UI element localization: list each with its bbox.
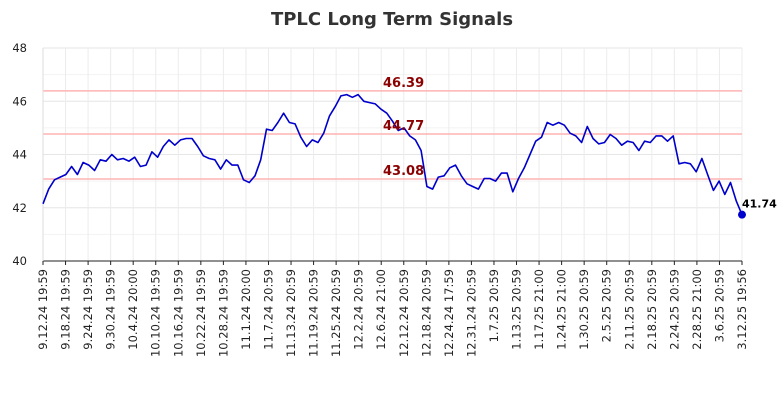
signal-lines [43,90,742,180]
y-tick-label: 46 [12,94,27,108]
x-tick-label: 1.7.25 20:59 [487,269,501,342]
x-tick-label: 3.12.25 19:56 [735,269,749,350]
signal-label: 46.39 [383,76,424,91]
x-tick-label: 2.18.25 20:59 [645,269,659,350]
y-tick-label: 48 [12,41,27,55]
x-tick-label: 9.24.24 19:59 [81,269,95,350]
y-tick-label: 40 [12,254,27,268]
chart-title: TPLC Long Term Signals [271,9,513,30]
x-tick-label: 1.30.25 20:59 [577,269,591,350]
x-tick-label: 10.16.24 19:59 [171,269,185,357]
signal-label: 44.77 [383,119,424,134]
signal-label: 43.08 [383,164,424,179]
x-tick-label: 10.28.24 19:59 [216,269,230,357]
x-tick-label: 11.7.24 20:59 [261,269,275,350]
x-tick-label: 12.24.24 17:59 [442,269,456,357]
axes [42,48,743,265]
x-tick-label: 12.31.24 20:59 [464,269,478,357]
x-tick-label: 1.13.25 20:59 [510,269,524,350]
x-tick-label: 11.25.24 20:59 [329,269,343,357]
x-tick-label: 12.12.24 20:59 [397,269,411,357]
y-tick-label: 42 [12,201,27,215]
last-point: 41.74 [738,198,777,219]
x-tick-label: 10.10.24 19:59 [149,269,163,357]
series-line [42,93,743,216]
x-tick-label: 12.2.24 20:59 [352,269,366,350]
y-tick-label: 44 [12,148,27,162]
x-tick-label: 2.24.25 20:59 [667,269,681,350]
x-tick-label: 2.11.25 20:59 [622,269,636,350]
x-tick-label: 9.12.24 19:59 [36,269,50,350]
x-tick-label: 2.28.25 21:00 [690,269,704,350]
x-tick-label: 9.18.24 19:59 [59,269,73,350]
x-tick-label: 11.13.24 20:59 [284,269,298,357]
grid [42,47,743,262]
x-tick-label: 10.22.24 19:59 [194,269,208,357]
x-tick-label: 12.18.24 20:59 [419,269,433,357]
x-tick-label: 12.6.24 21:00 [374,269,388,350]
price-series [42,93,743,216]
x-tick-label: 10.4.24 20:00 [126,269,140,350]
x-tick-label: 11.19.24 20:59 [307,269,321,357]
x-tick-labels: 9.12.24 19:59 9.18.24 19:59 9.24.24 19:59 9… [36,269,749,357]
signal-labels: 46.39 44.77 43.08 [383,76,424,179]
x-tick-label: 1.24.25 21:00 [555,269,569,350]
last-point-dot [738,210,746,219]
x-tick-label: 9.30.24 19:59 [104,269,118,350]
x-tick-label: 1.17.25 21:00 [532,269,546,350]
last-point-label: 41.74 [742,198,777,211]
x-tick-label: 11.1.24 20:00 [239,269,253,350]
x-tick-label: 3.6.25 20:59 [712,269,726,342]
y-tick-labels: 40 42 44 46 48 [12,41,27,268]
x-tick-label: 2.5.25 20:59 [600,269,614,342]
